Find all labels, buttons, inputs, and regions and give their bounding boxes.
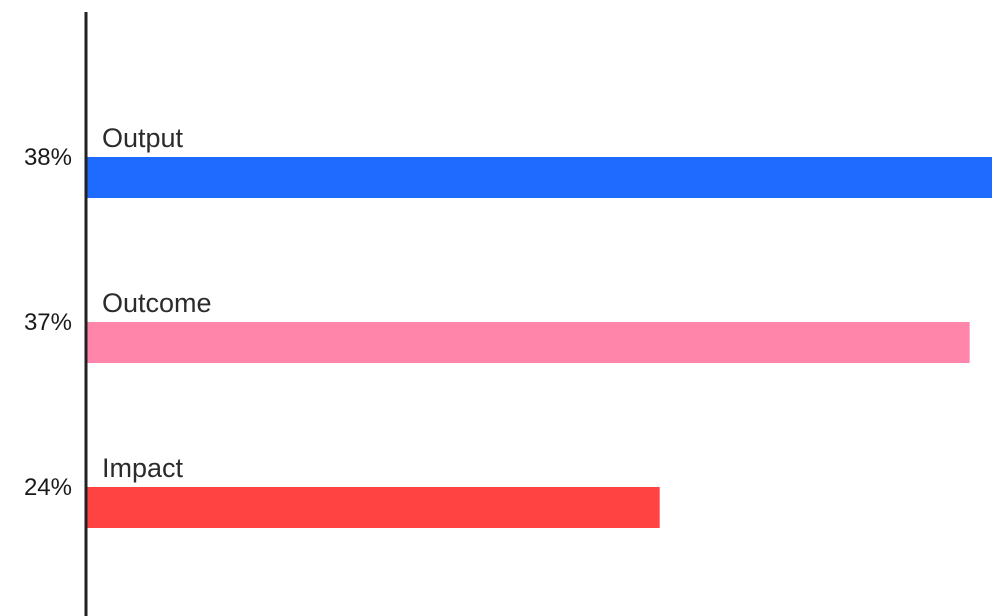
category-label-output: Output — [102, 123, 184, 153]
value-label-output: 38% — [24, 144, 72, 171]
bar-outcome — [87, 322, 970, 363]
bar-impact — [87, 487, 660, 528]
bar-output — [87, 157, 992, 198]
value-label-impact: 24% — [24, 474, 72, 501]
value-label-outcome: 37% — [24, 309, 72, 336]
bars-group: Output 38% Outcome 37% Impact 24% — [24, 123, 992, 528]
category-label-outcome: Outcome — [102, 288, 212, 318]
category-label-impact: Impact — [102, 453, 184, 483]
